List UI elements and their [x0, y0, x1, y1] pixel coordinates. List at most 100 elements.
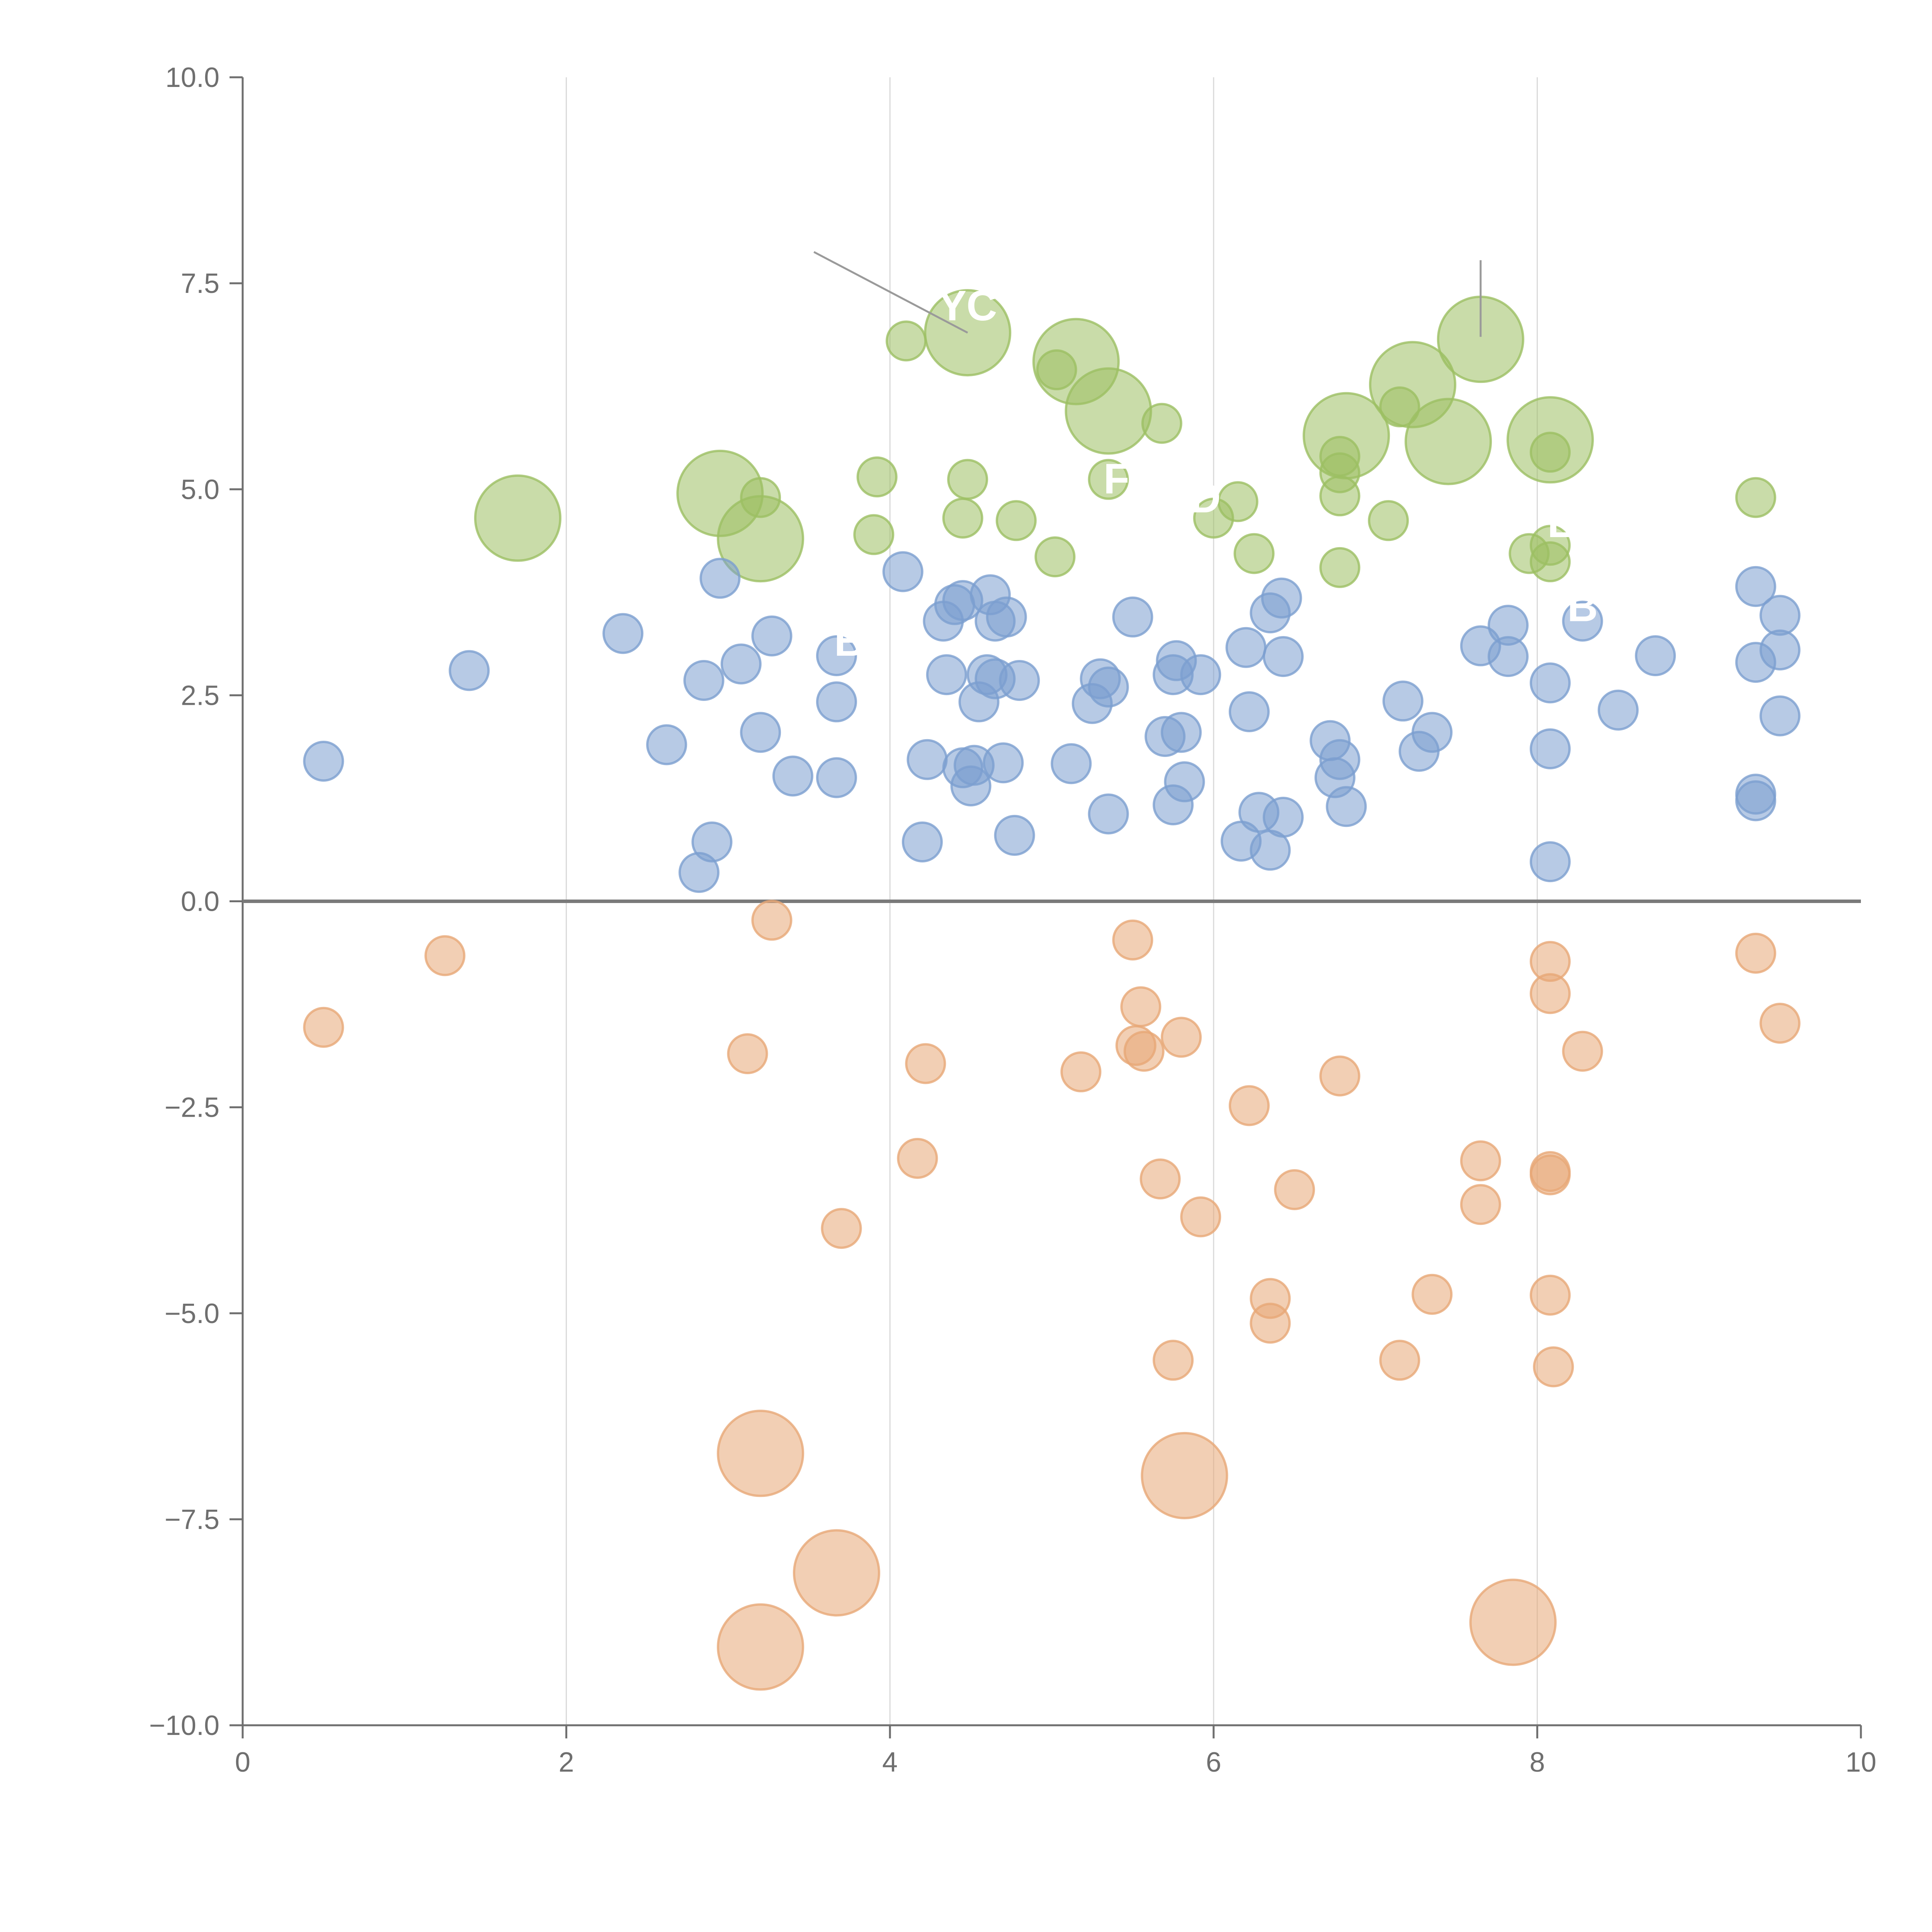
bubble-blue: [1562, 600, 1603, 642]
bubble-blue: [699, 558, 741, 599]
bubble-blue: [994, 815, 1035, 856]
bubble-blue: [1412, 712, 1453, 753]
bubble-blue: [1635, 635, 1676, 677]
bubble-blue: [816, 681, 857, 723]
bubble-orange: [1529, 1274, 1571, 1316]
x-tick-label: 8: [1529, 1747, 1545, 1778]
y-tick-label: 5.0: [181, 474, 219, 505]
bubble-blue: [999, 660, 1040, 701]
bubble-orange: [821, 1208, 862, 1249]
x-tick-label: 6: [1206, 1747, 1221, 1778]
bubble-blue: [1180, 654, 1221, 696]
bubble-blue: [772, 755, 813, 797]
bubble-blue: [906, 739, 948, 780]
bubble-orange: [1141, 1432, 1228, 1519]
bubble-blue: [1262, 636, 1304, 677]
bubble-blue: [646, 724, 687, 765]
bubble-blue: [1529, 662, 1571, 704]
bubble-blue: [882, 551, 923, 592]
bubble-orange: [1529, 973, 1571, 1014]
bubble-green: [886, 320, 927, 362]
bubble-orange: [727, 1033, 768, 1075]
bubble-orange: [1274, 1169, 1315, 1210]
bubble-blue: [683, 660, 724, 701]
y-tick-label: −2.5: [165, 1092, 219, 1123]
bubble-orange: [751, 900, 793, 941]
bubble-orange: [1319, 1055, 1361, 1097]
bubble-green: [1065, 367, 1152, 455]
x-tick-label: 10: [1845, 1747, 1876, 1778]
y-tick-label: 2.5: [181, 680, 219, 711]
bubble-orange: [1228, 1085, 1270, 1126]
bubble-blue: [1597, 689, 1639, 731]
bubble-green: [1141, 403, 1182, 444]
bubble-orange: [793, 1529, 880, 1617]
bubble-green: [942, 497, 983, 539]
bubble-blue: [1261, 577, 1302, 619]
bubble-blue: [816, 757, 857, 798]
bubble-blue: [1112, 596, 1153, 638]
bubble-blue: [926, 654, 967, 696]
bubble-blue: [1228, 691, 1270, 733]
bubble-green: [1088, 459, 1129, 500]
bubble-blue: [1088, 667, 1129, 708]
y-tick-label: 7.5: [181, 268, 219, 299]
bubble-orange: [717, 1603, 804, 1691]
bubble-annotation: E: [1548, 499, 1576, 546]
bubble-orange: [1250, 1303, 1291, 1344]
bubble-orange: [897, 1138, 938, 1179]
bubble-blue: [986, 596, 1027, 638]
bubble-blue: [1529, 841, 1571, 883]
bubble-blue: [1759, 629, 1801, 671]
bubble-green: [1233, 533, 1275, 574]
bubble-orange: [1161, 1017, 1202, 1058]
bubble-orange: [905, 1043, 946, 1084]
bubble-blue: [691, 821, 733, 862]
callout-line: [813, 251, 968, 334]
y-tick-label: 0.0: [181, 886, 219, 917]
bubble-green: [1735, 477, 1776, 518]
bubble-blue: [1488, 636, 1529, 677]
bubble-blue: [1326, 786, 1367, 827]
bubble-orange: [1529, 1154, 1571, 1196]
x-tick-label: 0: [235, 1747, 250, 1778]
bubble-orange: [1460, 1140, 1501, 1182]
bubble-blue: [1735, 774, 1776, 815]
bubble-blue: [740, 712, 781, 753]
bubble-orange: [1123, 1031, 1165, 1072]
bubble-orange: [1153, 1340, 1194, 1381]
bubble-annotation: YC: [938, 282, 997, 330]
y-tick-label: −5.0: [165, 1298, 219, 1329]
bubble-labels: YC B B F D E: [834, 282, 1598, 665]
y-tick-label: −10.0: [149, 1710, 219, 1741]
bubble-green: [1217, 481, 1259, 522]
callout-lines: [813, 251, 1482, 337]
bubble-blue: [751, 615, 793, 656]
bubble-orange: [1759, 1003, 1801, 1044]
bubble-green: [1319, 547, 1361, 588]
bubble-orange: [1562, 1031, 1603, 1072]
bubble-blue: [1382, 680, 1423, 722]
bubble-blue: [901, 821, 943, 862]
bubble-blue: [1164, 761, 1205, 803]
bubble-annotation: D: [1190, 474, 1221, 522]
bubble-blue: [1051, 743, 1092, 784]
bubble-orange: [1379, 1340, 1420, 1381]
bubble-orange: [1139, 1158, 1181, 1200]
bubble-blue: [449, 650, 490, 691]
bubble-marks: [303, 289, 1801, 1691]
bubble-blue: [1529, 728, 1571, 769]
bubble-green: [856, 456, 898, 498]
bubble-green: [1529, 525, 1571, 566]
bubble-green: [947, 459, 988, 500]
bubble-green: [1034, 536, 1076, 578]
bubble-orange: [1112, 919, 1153, 961]
bubble-orange: [1460, 1184, 1501, 1225]
bubble-orange: [1180, 1196, 1221, 1238]
bubble-orange: [1060, 1051, 1102, 1092]
bubble-blue: [983, 742, 1024, 784]
bubble-blue: [1262, 796, 1304, 838]
bubble-annotation: F: [1104, 455, 1129, 503]
bubble-orange: [1735, 932, 1776, 974]
